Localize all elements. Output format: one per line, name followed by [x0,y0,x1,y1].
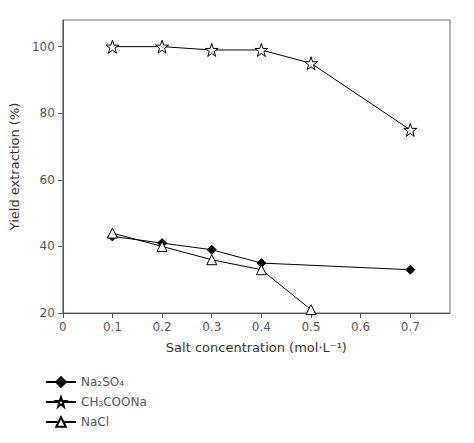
svg-text:0.6: 0.6 [351,320,370,334]
svg-text:0.1: 0.1 [103,320,122,334]
svg-text:Na₂SO₄: Na₂SO₄ [81,375,124,389]
svg-text:0.4: 0.4 [252,320,271,334]
svg-text:40: 40 [40,239,55,253]
svg-text:80: 80 [40,106,55,120]
svg-text:0: 0 [59,320,67,334]
svg-text:CH₃COONa: CH₃COONa [81,395,147,409]
svg-text:Yield extraction (%): Yield extraction (%) [7,103,22,232]
svg-text:0.7: 0.7 [401,320,420,334]
svg-text:0.3: 0.3 [202,320,221,334]
svg-text:0.5: 0.5 [301,320,320,334]
svg-text:NaCl: NaCl [81,415,109,429]
svg-text:20: 20 [40,306,55,320]
svg-text:100: 100 [32,40,55,54]
svg-text:Salt concentration (mol·L⁻¹): Salt concentration (mol·L⁻¹) [166,340,347,355]
svg-text:0.2: 0.2 [153,320,172,334]
svg-text:60: 60 [40,173,55,187]
